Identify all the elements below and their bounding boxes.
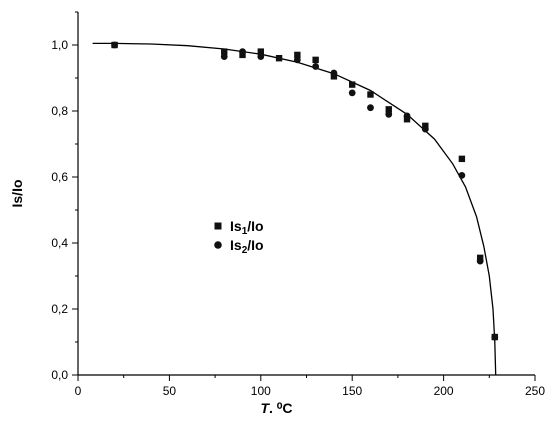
- series-1-point: [312, 56, 319, 64]
- series-1-point: [385, 106, 392, 113]
- fit-curve-layer: [92, 42, 497, 376]
- x-tick-label: 100: [251, 384, 271, 398]
- y-tick-label: 0,8: [51, 104, 68, 118]
- series-2-point: [293, 56, 301, 64]
- axis-labels: T. ⁰C Is/Io: [9, 179, 293, 416]
- series-2-point: [476, 257, 484, 265]
- x-axis-title: T. ⁰C: [260, 400, 292, 416]
- series-1-point: [275, 55, 283, 62]
- series-2-point: [257, 53, 265, 60]
- series-2-point: [330, 69, 338, 77]
- series-2-point: [403, 112, 411, 120]
- y-tick-label: 0,6: [51, 170, 68, 184]
- x-tick-label: 0: [75, 384, 82, 398]
- series-2-point: [421, 125, 429, 133]
- series-2-point: [312, 63, 320, 70]
- series-2-point: [458, 171, 466, 179]
- series-1-point: [221, 48, 228, 55]
- x-tick-label: 150: [342, 384, 362, 398]
- x-tick-label: 50: [163, 384, 177, 398]
- series-2-point: [385, 110, 393, 118]
- series-1-point: [458, 155, 466, 163]
- legend-label: Is2/Io: [230, 237, 264, 256]
- series-2-point: [367, 104, 374, 112]
- points-layer: [111, 41, 499, 341]
- series-1-point: [257, 48, 264, 55]
- ticks: 0 50 100 150 200 250 0,0 0,2 0,4 0,6 0,8 1,0: [51, 11, 545, 398]
- fit-curve: [92, 42, 497, 376]
- series-2-point: [491, 333, 499, 341]
- y-tick-label: 1,0: [51, 38, 68, 52]
- x-tick-label: 250: [525, 384, 545, 398]
- legend-label: Is1/Io: [230, 218, 264, 237]
- series-2-point: [348, 89, 356, 97]
- series-1-point: [294, 51, 301, 59]
- y-tick-label: 0,0: [51, 368, 68, 382]
- series-1-point: [367, 91, 374, 98]
- y-tick-label: 0,4: [51, 236, 68, 250]
- axes: [77, 12, 535, 376]
- series-1-point: [349, 81, 356, 88]
- legend-marker-circle: [214, 241, 222, 249]
- y-axis-title: Is/Io: [9, 179, 25, 207]
- series-2-point: [111, 41, 118, 49]
- x-tick-label: 200: [434, 384, 454, 398]
- legend-marker-square: [214, 222, 222, 230]
- series-2-point: [220, 53, 228, 60]
- series-2-point: [239, 48, 246, 55]
- y-tick-label: 0,2: [51, 302, 68, 316]
